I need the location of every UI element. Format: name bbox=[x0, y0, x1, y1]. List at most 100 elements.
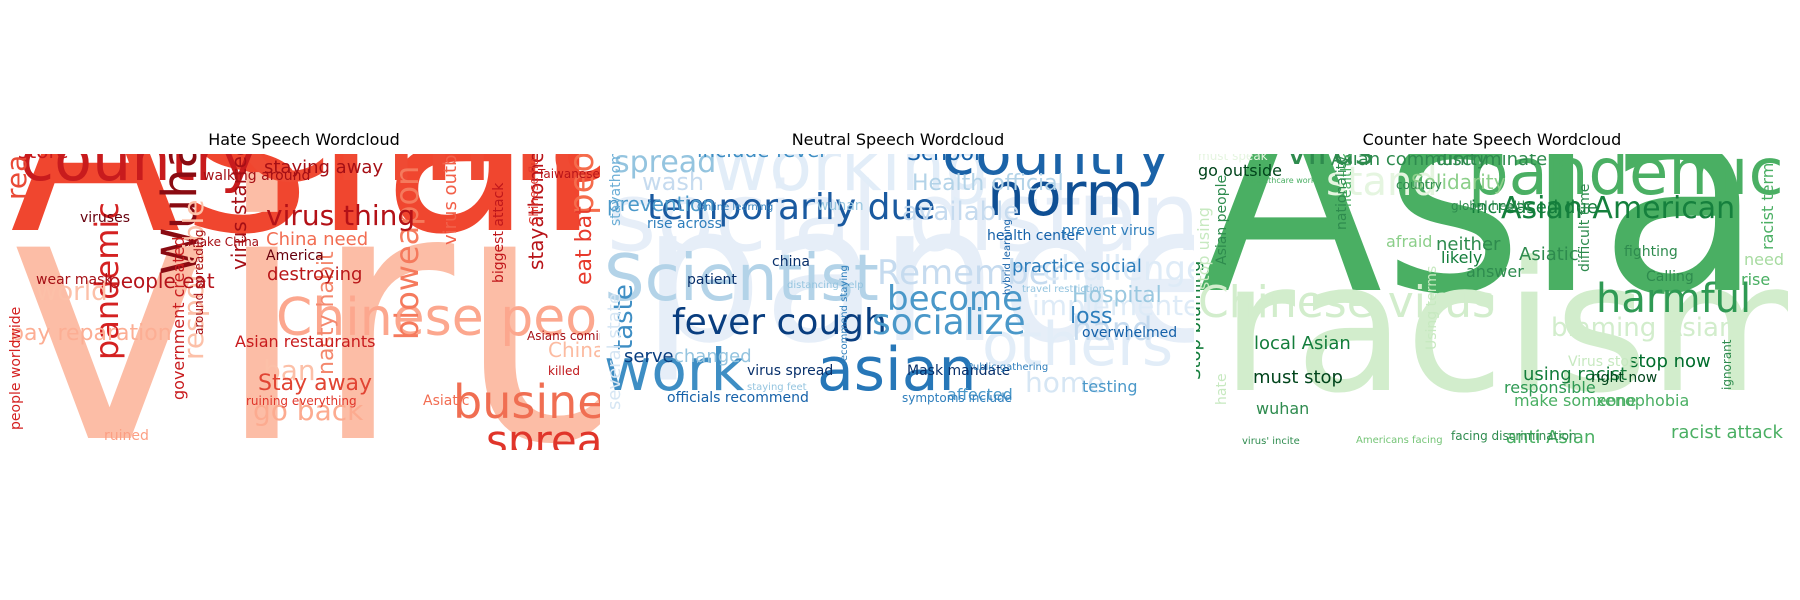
word-asian-restaurants: Asian restaurants bbox=[235, 332, 376, 351]
word-responsible: responsible bbox=[1504, 378, 1596, 397]
word-pay-reparation: pay reparation bbox=[10, 321, 172, 346]
word-healthcare-workers: healthcare workers bbox=[1251, 176, 1328, 185]
word-country: country bbox=[1396, 178, 1442, 192]
word-officials-recommend: officials recommend bbox=[667, 390, 809, 406]
word-fever-cough: fever cough bbox=[672, 302, 887, 343]
word-asian-people: Asian people bbox=[1214, 175, 1230, 265]
word-china-pay: China pay bbox=[548, 338, 600, 362]
word-others: others bbox=[982, 310, 1173, 380]
word-fighting: fighting bbox=[1624, 244, 1678, 260]
word-nationality-stop: nationality stop bbox=[1334, 154, 1350, 230]
word-virus-incite: virus' incite bbox=[1242, 436, 1300, 447]
word-staying-away: staying away bbox=[264, 157, 383, 178]
word-scientist: Scientist bbox=[604, 242, 879, 316]
word-biggest-attack: biggest attack bbox=[491, 182, 507, 283]
word-need: need bbox=[1744, 250, 1784, 269]
word-wear-mask: wear mask bbox=[36, 272, 113, 288]
word-include-fever: include fever bbox=[697, 154, 828, 162]
wordcloud-neutral-svg: pandemicsocial distancingworking Scientis… bbox=[604, 154, 1194, 410]
word-virus-outbreak: virus outbreak bbox=[440, 154, 461, 245]
word-must-stop: must stop bbox=[1253, 367, 1343, 388]
word-socialize: socialize bbox=[872, 302, 1026, 343]
panel-title-hate: Hate Speech Wordcloud bbox=[208, 130, 400, 149]
word-afraid: afraid bbox=[1386, 232, 1432, 251]
word-chinese-flu: Chinese flu bbox=[527, 158, 541, 225]
word-remember: Remember bbox=[877, 253, 1064, 293]
word-virus-started: virus started bbox=[227, 154, 251, 270]
word-likely: likely bbox=[1441, 248, 1482, 267]
wordcloud-hate-svg: AsianvirusChinaChineseChinese peoplecoun… bbox=[8, 154, 600, 450]
word-ban: ban bbox=[263, 354, 316, 387]
word-staying-feet: staying feet bbox=[747, 382, 807, 393]
word-loss: loss bbox=[1070, 304, 1113, 329]
word-taste: taste bbox=[609, 284, 639, 350]
word-asians-coming: Asians coming bbox=[527, 329, 600, 343]
word-prevention: prevention bbox=[607, 192, 715, 216]
word-make-someone: make someone bbox=[1514, 391, 1636, 410]
word-stop-now: stop now bbox=[1629, 351, 1711, 372]
word-asian-american: Asian American bbox=[1501, 191, 1735, 226]
word-hand: hand bbox=[1072, 310, 1152, 348]
word-health-official: Health official bbox=[912, 171, 1064, 196]
word-racist-attack: racist attack bbox=[1671, 422, 1784, 443]
panel-title-neutral: Neutral Speech Wordcloud bbox=[791, 130, 1005, 149]
word-xenophobia: xenophobia bbox=[1596, 391, 1689, 410]
word-store: store bbox=[18, 154, 69, 163]
word-walking-around: walking around bbox=[203, 168, 310, 184]
word-using-racist: using racist bbox=[1523, 364, 1627, 385]
word-around-spreading: around spreading bbox=[192, 230, 206, 335]
word-wash: wash bbox=[642, 168, 704, 196]
word-spread: spread bbox=[614, 154, 716, 180]
word-become: become bbox=[887, 279, 1023, 319]
word-answer: answer bbox=[1466, 262, 1524, 281]
word-country: country bbox=[942, 154, 1171, 189]
word-pandemic: pandemic bbox=[1468, 154, 1784, 210]
word-facing-discrimination: facing discrimination bbox=[1451, 429, 1577, 443]
wordcloud-neutral: pandemicsocial distancingworking Scientis… bbox=[602, 154, 1194, 450]
word-asian-community: Asian community bbox=[1331, 154, 1488, 170]
word-china: China bbox=[233, 154, 600, 214]
word-discriminate: discriminate bbox=[1436, 154, 1547, 170]
word-asian: Asian bbox=[10, 154, 600, 289]
word-health-crisis: health crisis bbox=[1339, 154, 1355, 207]
word-local-asian: local Asian bbox=[1254, 333, 1351, 354]
word-changed: changed bbox=[674, 346, 752, 367]
word-global-health: global health bbox=[1451, 199, 1529, 213]
word-virus-spread: virus spread bbox=[747, 363, 833, 379]
word-symptoms-include: symptoms include bbox=[902, 391, 1012, 405]
word-go-back: go back bbox=[253, 394, 364, 427]
word-virus-thing: virus thing bbox=[266, 199, 415, 232]
word-bioweapon: bioweapon bbox=[388, 166, 426, 340]
word-stayathome: stayathome bbox=[608, 154, 624, 226]
word-anti-asian: anti Asian bbox=[1506, 427, 1595, 448]
word-practice-social: practice social bbox=[1012, 256, 1142, 277]
word-americans-facing: Americans facing bbox=[1356, 435, 1443, 446]
word-racist-term: racist term bbox=[1758, 163, 1777, 250]
word-testing: testing bbox=[1082, 377, 1137, 396]
word-challenge: challenge bbox=[1042, 249, 1194, 289]
word-business: business bbox=[453, 375, 600, 429]
word-prevent-virus: prevent virus bbox=[1062, 223, 1155, 239]
word-virus-stop: Virus stop bbox=[1568, 354, 1638, 370]
word-implemented: implemented bbox=[1032, 289, 1194, 322]
word-overwhelmed: overwhelmed bbox=[1082, 325, 1177, 341]
word-china: china bbox=[772, 254, 810, 270]
word-difficult-time: difficult time bbox=[1577, 184, 1593, 272]
word-norm: norm bbox=[987, 160, 1144, 230]
word-rise: rise bbox=[1741, 270, 1770, 289]
word-calling: Calling bbox=[1646, 269, 1694, 285]
word-several-state: several state bbox=[604, 293, 625, 410]
word-affected: affected bbox=[947, 385, 1013, 404]
word-social-distancing: social distancing bbox=[607, 163, 1194, 273]
word-destroying: destroying bbox=[267, 264, 362, 285]
panel-title-counter: Counter hate Speech Wordcloud bbox=[1362, 130, 1622, 149]
word-reason: reason bbox=[8, 154, 33, 200]
word-wuhan: wuhan bbox=[817, 198, 864, 214]
wordcloud-counter-svg: Asianracism pandemic Chinese virus virussta… bbox=[1196, 154, 1788, 448]
word-blaming-asian: blaming Asian bbox=[1551, 313, 1735, 343]
word-wuhan: wuhan bbox=[1256, 399, 1309, 418]
word-distancing-help: distancing help bbox=[787, 280, 863, 291]
word-america: America bbox=[266, 248, 324, 264]
word-people-worldwide: people worldwide bbox=[8, 307, 24, 430]
word-virus: virus bbox=[1286, 154, 1374, 173]
